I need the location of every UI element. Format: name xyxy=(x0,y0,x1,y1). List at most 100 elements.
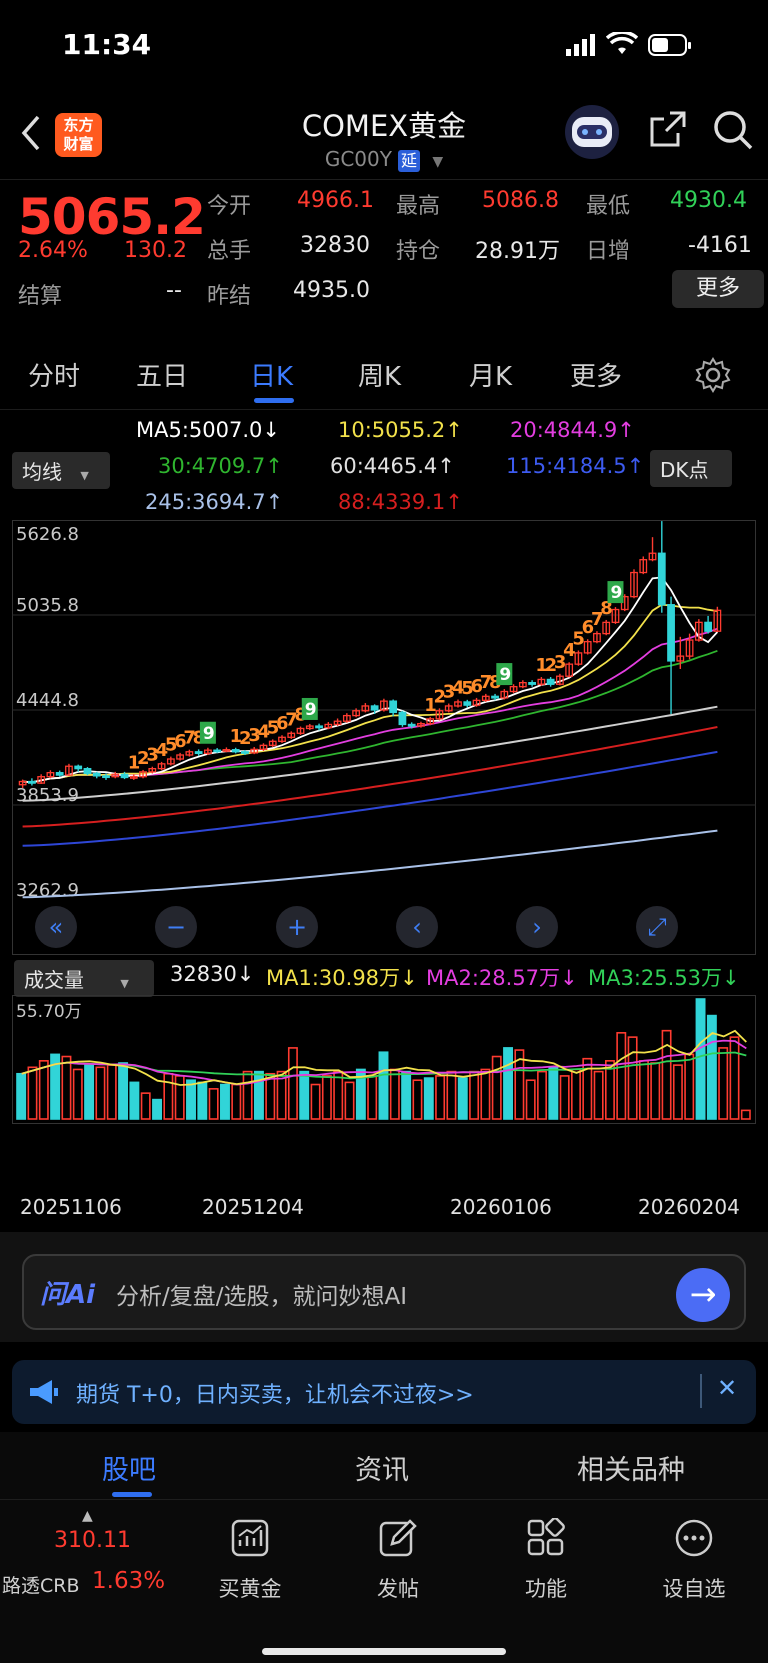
candle-body xyxy=(657,552,666,606)
candle-body xyxy=(176,754,184,760)
volume-bar xyxy=(593,1070,604,1120)
candle-body xyxy=(102,775,110,779)
volume-bar xyxy=(174,1075,185,1120)
ai-assistant-bar: 问Ai 分析/复盘/选股，就问妙想AI → xyxy=(0,1232,768,1342)
settle-label: 结算 xyxy=(18,284,63,309)
change-percent: 2.64% xyxy=(18,238,88,263)
td-count-label: 6 xyxy=(471,676,484,697)
volume-bar xyxy=(129,1081,140,1120)
index-widget[interactable]: ▲ 310.11 路透CRB 1.63% xyxy=(0,1508,170,1618)
td-count-label: 6 xyxy=(582,617,595,638)
candle-body xyxy=(648,552,657,561)
volume-bar xyxy=(152,1098,162,1120)
ai-query-box[interactable]: 问Ai 分析/复盘/选股，就问妙想AI → xyxy=(22,1254,746,1330)
candle-body xyxy=(528,681,536,685)
volume-bar xyxy=(672,1064,683,1120)
td-nine-label: 9 xyxy=(499,665,511,685)
functions-label: 功能 xyxy=(525,1577,567,1601)
td-nine-badge xyxy=(496,663,513,686)
add-watchlist-button[interactable]: 设自选 xyxy=(634,1518,754,1603)
chart-nav-button[interactable] xyxy=(155,906,197,948)
candle-body xyxy=(435,710,444,720)
home-indicator xyxy=(262,1648,506,1655)
caret-down-icon: ▼ xyxy=(80,469,89,482)
candle-body xyxy=(268,740,277,746)
post-button[interactable]: 发帖 xyxy=(338,1518,458,1603)
ma-selector[interactable]: 均线 ▼ xyxy=(12,452,110,489)
tab-more[interactable]: 更多 xyxy=(570,362,623,392)
volume-bar xyxy=(95,1066,106,1120)
tab-weekly-k[interactable]: 周K xyxy=(358,362,402,392)
candle-body xyxy=(65,765,73,776)
tab-intraday[interactable]: 分时 xyxy=(28,362,81,392)
candle-body xyxy=(111,773,120,778)
candle-body xyxy=(463,701,472,706)
candle-body xyxy=(333,720,342,726)
td-count-label: 5 xyxy=(165,735,178,756)
volume-chart[interactable]: 55.70万 xyxy=(12,995,756,1195)
volume-bar xyxy=(582,1057,593,1120)
indicator-selector[interactable]: 成交量 ▼ xyxy=(14,960,154,997)
volume-bar xyxy=(457,1077,468,1120)
candle-body xyxy=(305,725,314,730)
chart-nav-button[interactable] xyxy=(516,906,558,948)
back-chevron-icon[interactable] xyxy=(18,113,42,153)
daily-increase-label: 日增 xyxy=(586,239,631,264)
chart-nav-button[interactable] xyxy=(276,906,318,948)
ai-submit-button[interactable]: → xyxy=(676,1268,730,1322)
content-tabs: 股吧 资讯 相关品种 xyxy=(0,1432,768,1500)
td-count-label: 8 xyxy=(600,598,613,619)
ma20-value: 20:4844.9↑ xyxy=(510,418,635,442)
low-label: 最低 xyxy=(586,194,631,219)
candle-body xyxy=(74,765,83,770)
volume-bar xyxy=(265,1072,276,1120)
tab-related[interactable]: 相关品种 xyxy=(577,1455,685,1486)
candle-body xyxy=(639,559,648,574)
tab-five-day[interactable]: 五日 xyxy=(136,362,189,392)
td-count-label: 7 xyxy=(183,728,196,749)
td-count-label: 5 xyxy=(572,628,585,649)
tab-guba[interactable]: 股吧 xyxy=(102,1455,156,1486)
volume-bar xyxy=(525,1079,536,1120)
volume-bar xyxy=(491,1055,502,1120)
wifi-icon xyxy=(606,32,638,54)
promo-notice[interactable]: 期货 T+0，日内买卖，让机会不过夜>> ✕ xyxy=(12,1360,756,1424)
open-label: 今开 xyxy=(207,194,252,219)
chart-nav-button[interactable] xyxy=(636,906,678,948)
last-price: 5065.2 xyxy=(18,188,206,246)
candle-body xyxy=(55,772,64,776)
chart-nav-button[interactable] xyxy=(35,906,77,948)
tab-daily-k[interactable]: 日K xyxy=(250,362,294,392)
volume-label: 总手 xyxy=(207,239,252,264)
close-icon[interactable]: ✕ xyxy=(717,1374,738,1402)
chart-nav-button[interactable] xyxy=(396,906,438,948)
tab-monthly-k[interactable]: 月K xyxy=(469,362,513,392)
instrument-code: GC00Y xyxy=(324,147,392,171)
td-count-label: 1 xyxy=(230,726,243,747)
buy-gold-button[interactable]: 买黄金 xyxy=(190,1518,310,1603)
tab-news[interactable]: 资讯 xyxy=(355,1455,409,1486)
volume-ma1-line xyxy=(21,1029,747,1086)
candle-body xyxy=(667,604,675,662)
volume-bar xyxy=(729,1036,740,1120)
chart-frame xyxy=(12,520,756,955)
volume-bar xyxy=(571,1068,581,1120)
settings-gear-icon[interactable] xyxy=(694,356,732,394)
robot-assistant-icon[interactable] xyxy=(562,103,622,161)
instrument-code-row[interactable]: GC00Y 延 ▼ xyxy=(0,147,768,172)
chart-nav-icon: « xyxy=(49,913,64,941)
share-icon[interactable] xyxy=(648,109,688,149)
candle-body xyxy=(157,763,166,770)
candle-body xyxy=(361,705,370,712)
low-value: 4930.4 xyxy=(670,188,747,213)
functions-button[interactable]: 功能 xyxy=(486,1517,606,1603)
td-count-label: 3 xyxy=(554,652,567,673)
dk-point-button[interactable]: DK点 xyxy=(650,450,732,487)
search-icon[interactable] xyxy=(712,109,754,151)
volume-bar xyxy=(276,1070,287,1120)
td-count-label: 5 xyxy=(267,717,280,738)
prev-settle-label: 昨结 xyxy=(207,284,252,309)
more-button[interactable]: 更多 xyxy=(672,270,764,308)
volume-current: 32830↓ xyxy=(170,962,255,986)
